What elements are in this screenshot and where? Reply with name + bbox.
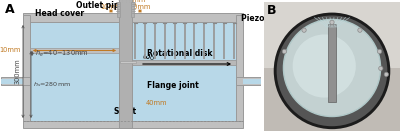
Circle shape bbox=[302, 28, 306, 32]
Text: 40mm: 40mm bbox=[146, 100, 167, 106]
Bar bbox=[23, 121, 243, 128]
Circle shape bbox=[277, 16, 387, 126]
Bar bbox=[328, 24, 336, 102]
Bar bbox=[119, 0, 132, 128]
Bar bbox=[243, 78, 261, 84]
Circle shape bbox=[384, 72, 388, 76]
Text: Flange joint: Flange joint bbox=[147, 80, 199, 90]
Bar bbox=[236, 15, 243, 121]
Text: 10mm: 10mm bbox=[129, 4, 151, 10]
Circle shape bbox=[358, 28, 362, 32]
Circle shape bbox=[330, 20, 334, 24]
Text: 10mm: 10mm bbox=[0, 47, 21, 53]
Text: 300mm: 300mm bbox=[15, 59, 21, 84]
Bar bbox=[236, 77, 261, 85]
Circle shape bbox=[378, 49, 382, 54]
Bar bbox=[1, 77, 30, 85]
Text: Rotational disk: Rotational disk bbox=[147, 49, 212, 57]
Text: Shaft: Shaft bbox=[114, 107, 137, 115]
Bar bbox=[132, 60, 236, 65]
Text: A: A bbox=[5, 3, 15, 16]
Bar bbox=[120, 61, 136, 63]
Text: B: B bbox=[267, 4, 276, 17]
Bar bbox=[264, 2, 400, 68]
Bar bbox=[30, 48, 119, 53]
Bar bbox=[23, 13, 243, 22]
Text: $h_e$=40~130mm: $h_e$=40~130mm bbox=[35, 48, 89, 59]
Text: $\omega_0$: $\omega_0$ bbox=[142, 53, 155, 63]
Text: $h_s$=280mm: $h_s$=280mm bbox=[33, 80, 71, 89]
Bar bbox=[117, 2, 120, 17]
Circle shape bbox=[282, 49, 286, 54]
Bar bbox=[131, 2, 134, 17]
Bar bbox=[264, 68, 400, 131]
Text: 8mm: 8mm bbox=[128, 0, 146, 3]
Text: Head cover: Head cover bbox=[35, 9, 84, 18]
Circle shape bbox=[379, 66, 383, 70]
Circle shape bbox=[293, 34, 356, 98]
Circle shape bbox=[274, 13, 390, 129]
Text: Outlet pipe: Outlet pipe bbox=[76, 1, 125, 9]
Bar bbox=[30, 22, 236, 121]
Text: Piezometer tubes: Piezometer tubes bbox=[241, 14, 317, 23]
Text: 10mm: 10mm bbox=[100, 4, 122, 10]
Bar bbox=[23, 15, 30, 121]
Circle shape bbox=[284, 19, 380, 117]
Bar bbox=[1, 78, 23, 84]
